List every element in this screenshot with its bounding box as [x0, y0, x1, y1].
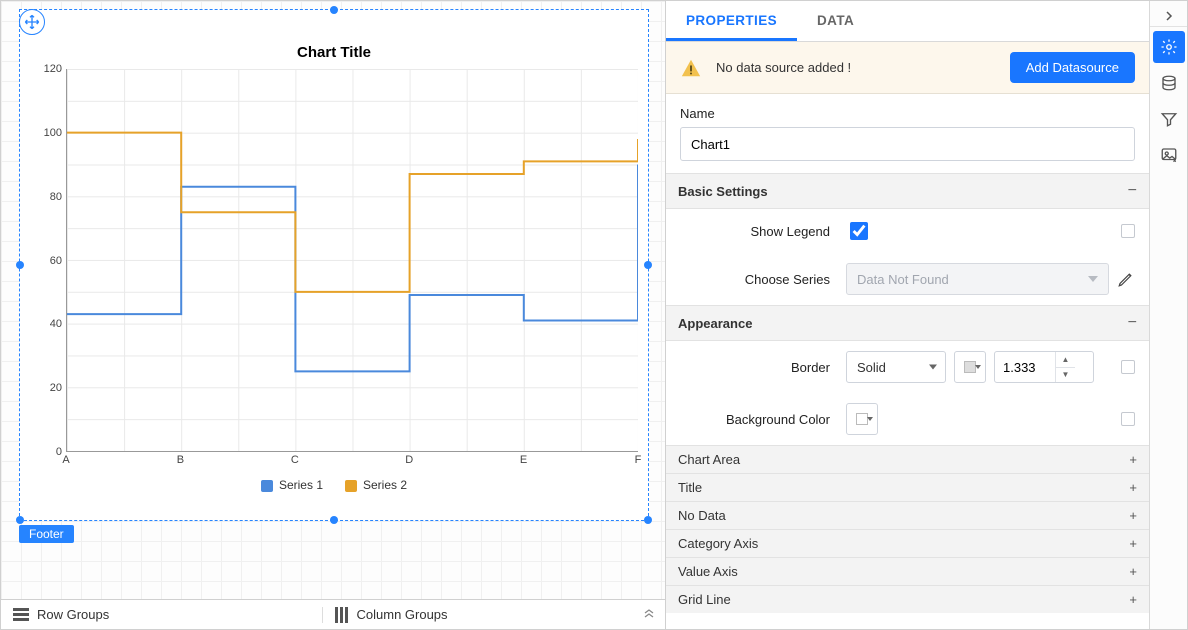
expand-icon: + — [1129, 452, 1137, 467]
chart-title: Chart Title — [30, 44, 638, 61]
image-tool-icon[interactable] — [1153, 139, 1185, 171]
x-tick-label: A — [62, 454, 69, 466]
accordion-chart-area[interactable]: Chart Area+ — [666, 445, 1149, 473]
groups-collapse-icon[interactable] — [643, 609, 665, 621]
name-field-label: Name — [680, 106, 1135, 121]
accordion-value-axis[interactable]: Value Axis+ — [666, 557, 1149, 585]
expand-icon: + — [1129, 564, 1137, 579]
choose-series-label: Choose Series — [680, 272, 830, 287]
bg-color-picker[interactable] — [846, 403, 878, 435]
border-color-picker[interactable] — [954, 351, 986, 383]
border-label: Border — [680, 360, 830, 375]
x-tick-label: B — [177, 454, 184, 466]
expand-icon: + — [1129, 508, 1137, 523]
row-groups-section[interactable]: Row Groups — [1, 607, 322, 622]
accordion-no-data[interactable]: No Data+ — [666, 501, 1149, 529]
expand-icon: + — [1129, 480, 1137, 495]
appearance-header: Appearance — [678, 316, 752, 331]
border-advanced-checkbox[interactable] — [1121, 360, 1135, 374]
y-tick-label: 60 — [50, 255, 62, 267]
settings-tool-icon[interactable] — [1153, 31, 1185, 63]
y-tick-label: 80 — [50, 191, 62, 203]
y-tick-label: 100 — [44, 127, 62, 139]
add-datasource-button[interactable]: Add Datasource — [1010, 52, 1135, 83]
footer-tag[interactable]: Footer — [19, 525, 74, 543]
border-width-stepper[interactable]: ▲▼ — [994, 351, 1094, 383]
expand-icon: + — [1129, 592, 1137, 607]
series-line — [67, 133, 638, 292]
design-canvas[interactable]: Chart Title 0 20 40 60 80 100 120 A B C D E F Serie… — [1, 1, 665, 599]
bg-color-advanced-checkbox[interactable] — [1121, 412, 1135, 426]
x-axis: ABCDEF — [66, 452, 638, 472]
warning-icon — [680, 57, 702, 79]
row-groups-label: Row Groups — [37, 607, 109, 622]
name-input[interactable] — [680, 127, 1135, 161]
move-handle-icon[interactable] — [19, 9, 45, 35]
legend-swatch — [261, 480, 273, 492]
y-tick-label: 120 — [44, 63, 62, 75]
basic-settings-collapse-icon[interactable]: − — [1128, 182, 1137, 200]
stepper-up-icon[interactable]: ▲ — [1056, 352, 1075, 367]
legend-swatch — [345, 480, 357, 492]
x-tick-label: E — [520, 454, 527, 466]
chart-plot-area — [66, 69, 638, 452]
series-line — [67, 165, 638, 372]
alert-message: No data source added ! — [716, 60, 996, 75]
row-groups-icon — [13, 608, 29, 622]
legend-item: Series 1 — [261, 478, 323, 492]
filter-tool-icon[interactable] — [1153, 103, 1185, 135]
column-groups-label: Column Groups — [357, 607, 448, 622]
show-legend-advanced-checkbox[interactable] — [1121, 224, 1135, 238]
stepper-down-icon[interactable]: ▼ — [1056, 367, 1075, 383]
bg-color-label: Background Color — [680, 412, 830, 427]
y-axis: 020406080100120 — [30, 69, 66, 452]
accordion-title[interactable]: Title+ — [666, 473, 1149, 501]
chart-legend: Series 1 Series 2 — [30, 478, 638, 492]
expand-icon: + — [1129, 536, 1137, 551]
y-tick-label: 20 — [50, 382, 62, 394]
chart-container[interactable]: Chart Title 0 20 40 60 80 100 120 A B C D E F Serie… — [19, 9, 649, 521]
column-groups-icon — [335, 607, 349, 623]
tab-properties[interactable]: PROPERTIES — [666, 1, 797, 41]
tab-data[interactable]: DATA — [797, 1, 874, 41]
basic-settings-header: Basic Settings — [678, 184, 768, 199]
y-tick-label: 0 — [56, 446, 62, 458]
x-tick-label: C — [291, 454, 299, 466]
accordion-grid-line[interactable]: Grid Line+ — [666, 585, 1149, 613]
edit-series-icon[interactable] — [1117, 270, 1135, 288]
rail-expand-icon[interactable] — [1150, 5, 1187, 27]
show-legend-checkbox[interactable] — [850, 222, 868, 240]
column-groups-section[interactable]: Column Groups — [322, 607, 644, 623]
data-tool-icon[interactable] — [1153, 67, 1185, 99]
appearance-collapse-icon[interactable]: − — [1128, 314, 1137, 332]
choose-series-select[interactable]: Data Not Found — [846, 263, 1109, 295]
accordion-category-axis[interactable]: Category Axis+ — [666, 529, 1149, 557]
y-tick-label: 40 — [50, 318, 62, 330]
legend-item: Series 2 — [345, 478, 407, 492]
show-legend-label: Show Legend — [680, 224, 830, 239]
x-tick-label: D — [405, 454, 413, 466]
border-style-select[interactable]: Solid — [846, 351, 946, 383]
x-tick-label: F — [635, 454, 642, 466]
